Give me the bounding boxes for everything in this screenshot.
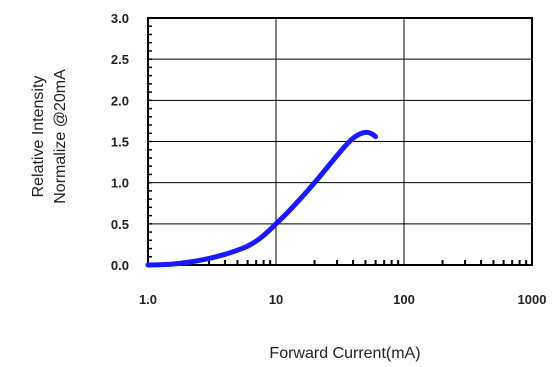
y-tick-label: 0.0 xyxy=(111,258,129,273)
y-tick-label: 2.5 xyxy=(111,52,129,67)
y-tick-labels: 0.0 0.5 1.0 1.5 2.0 2.5 3.0 xyxy=(111,11,129,273)
x-axis-title: Forward Current(mA) xyxy=(269,345,420,362)
grid xyxy=(148,18,532,265)
y-tick-label: 1.0 xyxy=(111,176,129,191)
y-tick-label: 3.0 xyxy=(111,11,129,26)
plot-area-frame xyxy=(147,17,533,266)
series-line xyxy=(145,129,379,268)
x-tick-label: 10 xyxy=(269,292,283,307)
x-tick-labels: 1.0 10 100 1000 xyxy=(139,292,547,307)
y-tick-label: 1.5 xyxy=(111,135,129,150)
x-tick-label: 1000 xyxy=(518,292,547,307)
x-tick-label: 100 xyxy=(393,292,415,307)
x-tick-label: 1.0 xyxy=(139,292,157,307)
y-axis-title-line-1: Relative Intensity xyxy=(30,76,47,198)
y-tick-label: 2.0 xyxy=(111,93,129,108)
y-tick-label: 0.5 xyxy=(111,217,129,232)
y-axis-title-line-2: Normalize @20mA xyxy=(52,69,69,204)
